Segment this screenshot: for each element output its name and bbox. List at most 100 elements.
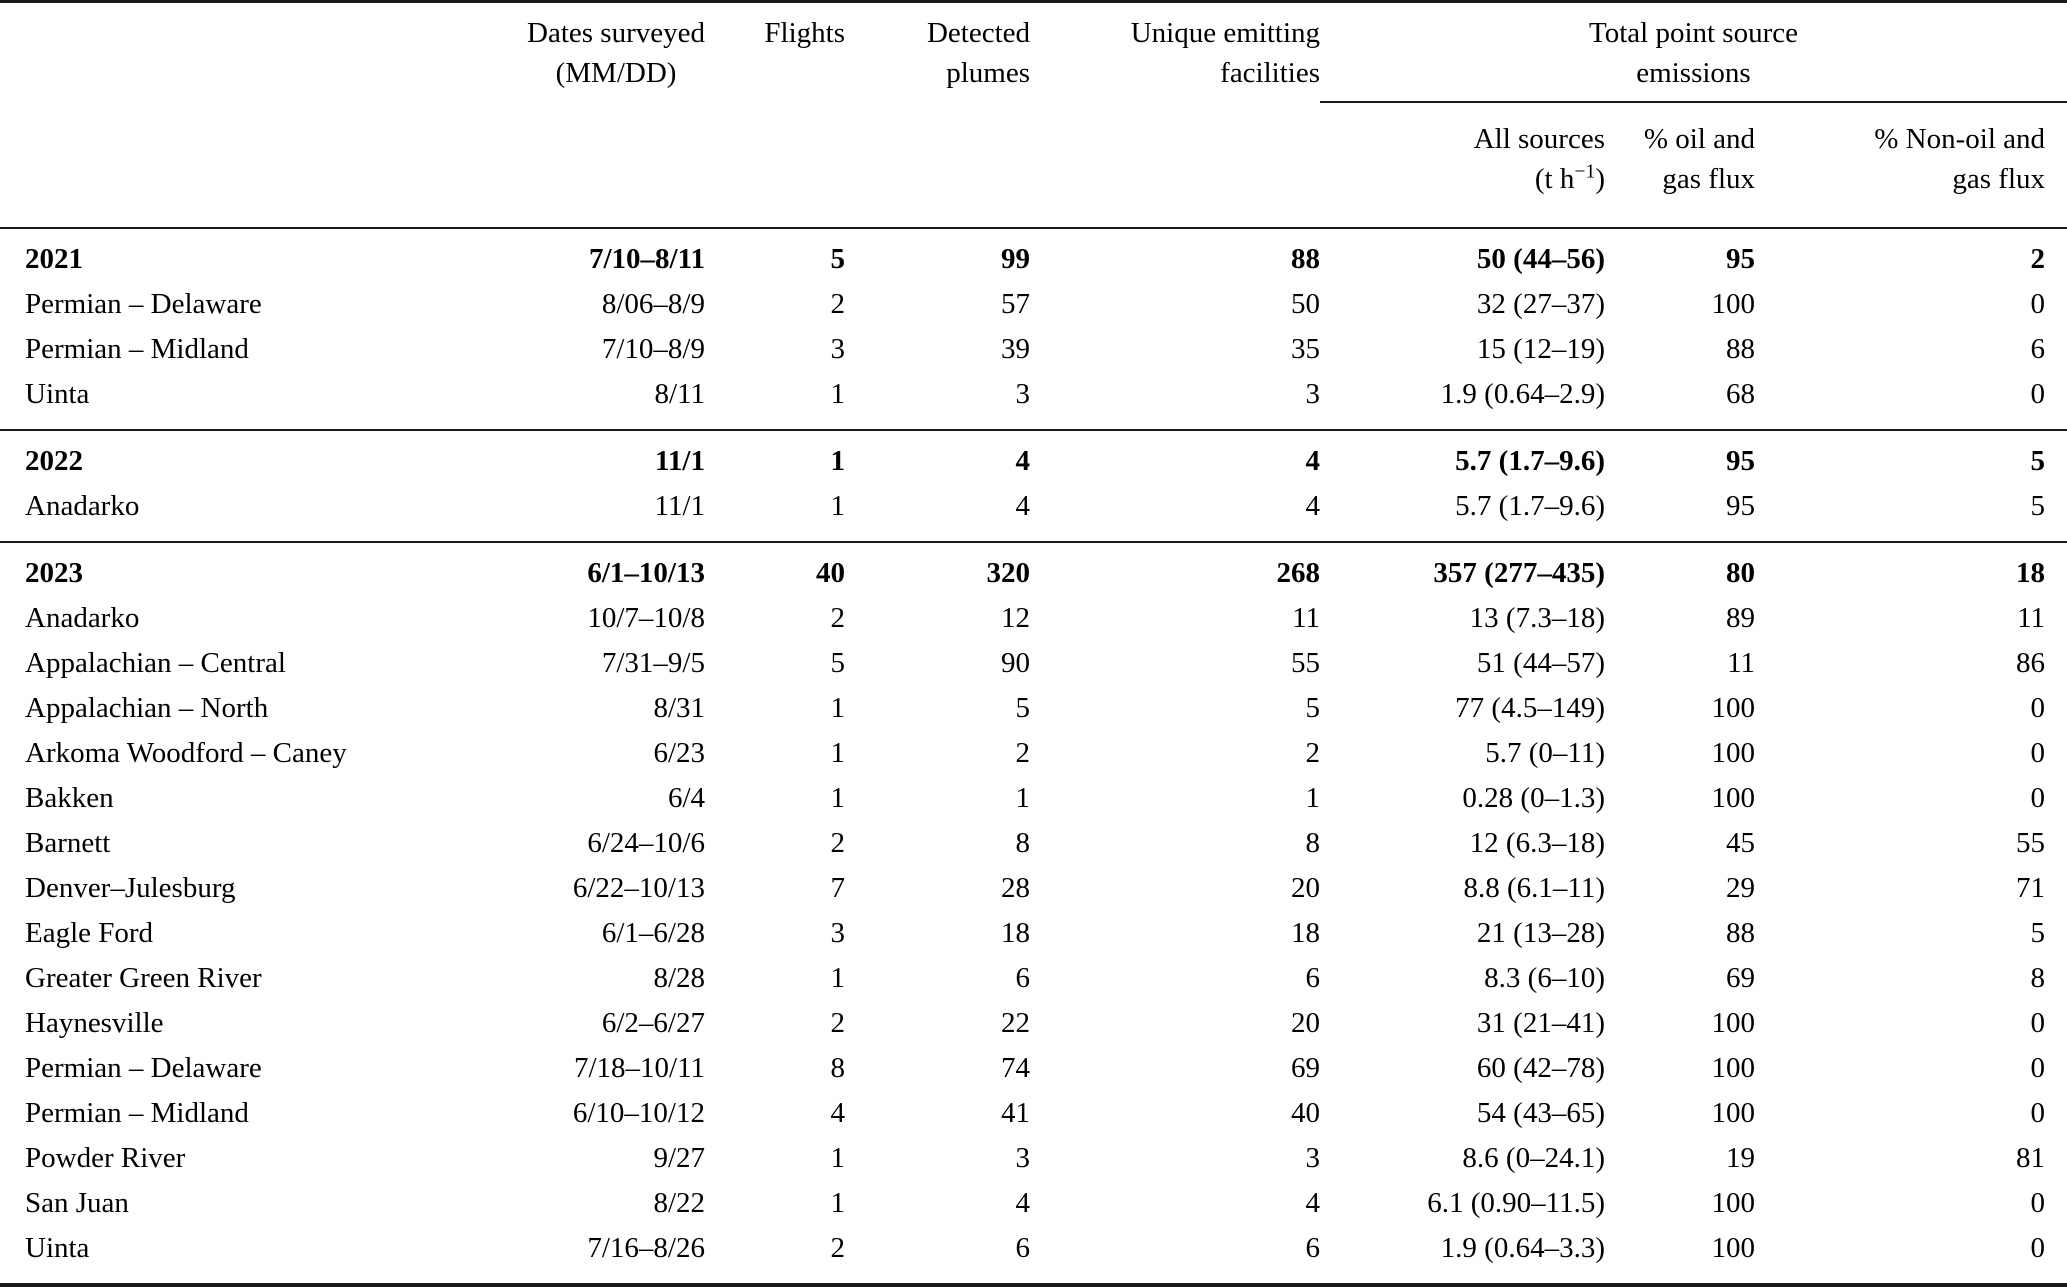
dates-surveyed-cell: 11/1 — [655, 445, 705, 477]
all-sources-emissions-cell: 8.6 (0–24.1) — [1462, 1142, 1605, 1174]
unique-facilities-cell: 6 — [1305, 1232, 1321, 1264]
detected-plumes-cell: 4 — [1015, 1187, 1031, 1219]
tpse-header-line1: Total point source — [1589, 17, 1798, 49]
pct-non-oil-gas-cell: 18 — [2016, 557, 2046, 589]
basin-name-cell: Bakken — [25, 782, 114, 814]
empty-subheader-cell — [355, 102, 705, 229]
dates-surveyed-cell: 6/24–10/6 — [587, 827, 705, 859]
dates-surveyed-cell: 7/31–9/5 — [601, 647, 705, 679]
all-sources-unit: (t h−1) — [1534, 160, 1605, 195]
pct-non-oil-gas-cell: 81 — [2016, 1142, 2046, 1174]
flights-cell: 5 — [830, 243, 846, 275]
dates-surveyed-cell: 8/11 — [654, 378, 705, 410]
basin-row: San Juan 8/22 1 4 4 6.1 (0.90–11.5) 100 0 — [0, 1181, 2067, 1226]
pct-oil-gas-cell: 88 — [1726, 333, 1755, 365]
col-group-header-total-point-source-emissions: Total point source emissions — [1320, 1, 2067, 103]
basin-row: Barnett 6/24–10/6 2 8 8 12 (6.3–18) 45 55 — [0, 821, 2067, 866]
pct-non-oil-gas-cell: 11 — [2017, 602, 2046, 634]
basin-row: Permian – Delaware 7/18–10/11 8 74 69 60 (42–… — [0, 1046, 2067, 1091]
unique-facilities-cell: 4 — [1305, 490, 1321, 522]
basin-name-cell: San Juan — [25, 1187, 129, 1219]
basin-row: Anadarko 11/1 1 4 4 5.7 (1.7–9.6) 95 5 — [0, 484, 2067, 542]
unique-facilities-cell: 88 — [1291, 243, 1320, 275]
detected-plumes-cell: 6 — [1015, 1232, 1031, 1264]
dates-surveyed-cell: 6/1–10/13 — [587, 557, 705, 589]
all-sources-emissions-cell: 15 (12–19) — [1476, 333, 1605, 365]
basin-name-cell: Arkoma Woodford – Caney — [25, 737, 347, 769]
basin-row: Arkoma Woodford – Caney 6/23 1 2 2 5.7 (0–11)… — [0, 731, 2067, 776]
flights-cell: 2 — [830, 602, 846, 634]
dates-surveyed-cell: 6/1–6/28 — [601, 917, 705, 949]
unique-facilities-cell: 20 — [1291, 1007, 1320, 1039]
flights-cell: 3 — [830, 333, 846, 365]
pct-oil-gas-cell: 19 — [1726, 1142, 1755, 1174]
unique-facilities-cell: 3 — [1305, 1142, 1321, 1174]
all-sources-emissions-cell: 21 (13–28) — [1476, 917, 1605, 949]
pct-oil-gas-cell: 100 — [1711, 1052, 1756, 1084]
col-header-detected-plumes: Detected plumes — [845, 2, 1030, 103]
dates-surveyed-cell: 7/10–8/11 — [588, 243, 705, 275]
detected-plumes-cell: 28 — [1001, 872, 1030, 904]
dates-surveyed-cell: 6/2–6/27 — [601, 1007, 705, 1039]
plumes-header-line1: Detected — [926, 17, 1030, 49]
all-sources-emissions-cell: 31 (21–41) — [1476, 1007, 1605, 1039]
flights-cell: 1 — [830, 692, 846, 724]
detected-plumes-cell: 4 — [1015, 490, 1031, 522]
pct-non-oil-gas-cell: 71 — [2016, 872, 2046, 904]
unique-facilities-cell: 69 — [1291, 1052, 1320, 1084]
flights-cell: 3 — [830, 917, 846, 949]
basin-name-cell: Uinta — [25, 1232, 90, 1264]
flights-cell: 2 — [830, 288, 846, 320]
basin-name-cell: Greater Green River — [25, 962, 262, 994]
flights-cell: 1 — [830, 1187, 846, 1219]
empty-subheader-cell — [845, 102, 1030, 229]
dates-surveyed-cell: 6/22–10/13 — [572, 872, 705, 904]
unique-facilities-cell: 268 — [1276, 557, 1321, 589]
basin-name-cell: Eagle Ford — [25, 917, 154, 949]
detected-plumes-cell: 90 — [1001, 647, 1030, 679]
unique-facilities-cell: 3 — [1305, 378, 1321, 410]
all-sources-emissions-cell: 77 (4.5–149) — [1455, 692, 1605, 724]
basin-name-cell: 2021 — [25, 243, 83, 275]
unique-facilities-cell: 35 — [1291, 333, 1320, 365]
all-sources-emissions-cell: 5.7 (1.7–9.6) — [1455, 490, 1605, 522]
basin-name-cell: Haynesville — [25, 1007, 164, 1039]
pct-non-oil-gas-cell: 0 — [2030, 737, 2046, 769]
flights-cell: 8 — [830, 1052, 846, 1084]
pct-oil-gas-cell: 29 — [1726, 872, 1755, 904]
pct-oil-gas-cell: 95 — [1726, 243, 1755, 275]
basin-row: Anadarko 10/7–10/8 2 12 11 13 (7.3–18) 89 11 — [0, 596, 2067, 641]
basin-row: Appalachian – North 8/31 1 5 5 77 (4.5–149) 10… — [0, 686, 2067, 731]
pct-oil-gas-cell: 69 — [1726, 962, 1755, 994]
unique-facilities-cell: 55 — [1291, 647, 1320, 679]
basin-name-cell: Barnett — [25, 827, 111, 859]
pct-nonoil-header-line2: gas flux — [1952, 163, 2046, 195]
detected-plumes-cell: 6 — [1015, 962, 1031, 994]
unique-facilities-cell: 11 — [1292, 602, 1320, 634]
year-summary-row: 2022 11/1 1 4 4 5.7 (1.7–9.6) 95 5 — [0, 430, 2067, 484]
basin-name-cell: Permian – Delaware — [25, 1052, 262, 1084]
dates-surveyed-cell: 8/06–8/9 — [601, 288, 705, 320]
empty-subheader-cell — [0, 102, 355, 229]
dates-surveyed-cell: 6/23 — [653, 737, 705, 769]
pct-nonoil-header-line1: % Non-oil and — [1874, 123, 2046, 155]
basin-row: Permian – Delaware 8/06–8/9 2 57 50 32 (27–37… — [0, 282, 2067, 327]
flights-cell: 1 — [830, 782, 846, 814]
dates-surveyed-cell: 7/16–8/26 — [587, 1232, 705, 1264]
detected-plumes-cell: 3 — [1015, 1142, 1031, 1174]
pct-oil-gas-cell: 100 — [1711, 782, 1756, 814]
basin-name-cell: Denver–Julesburg — [25, 872, 236, 904]
detected-plumes-cell: 99 — [1001, 243, 1030, 275]
pct-non-oil-gas-cell: 5 — [2030, 490, 2046, 522]
basin-row: Eagle Ford 6/1–6/28 3 18 18 21 (13–28) 88 5 — [0, 911, 2067, 956]
basin-row: Haynesville 6/2–6/27 2 22 20 31 (21–41) 100 0 — [0, 1001, 2067, 1046]
dates-surveyed-cell: 6/10–10/12 — [572, 1097, 705, 1129]
pct-non-oil-gas-cell: 0 — [2030, 782, 2046, 814]
basin-name-cell: Appalachian – Central — [25, 647, 286, 679]
plumes-header-line2: plumes — [946, 57, 1030, 89]
detected-plumes-cell: 4 — [1015, 445, 1031, 477]
all-sources-emissions-cell: 32 (27–37) — [1476, 288, 1605, 320]
all-sources-emissions-cell: 50 (44–56) — [1476, 243, 1605, 275]
